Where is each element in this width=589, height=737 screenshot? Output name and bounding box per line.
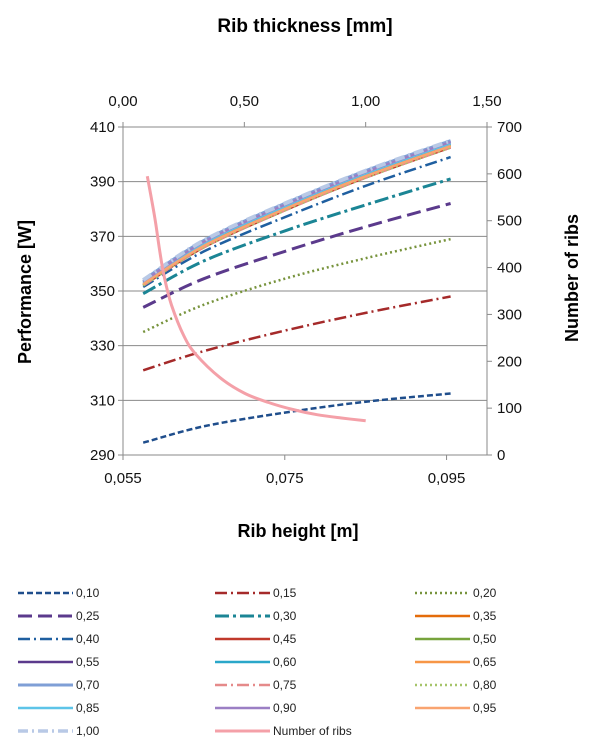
y-axis-label: Performance [W] <box>15 220 35 364</box>
y2-axis-label: Number of ribs <box>562 214 582 342</box>
legend-label: 0,65 <box>473 655 497 669</box>
y2-tick-label: 600 <box>497 166 522 183</box>
legend-label: 0,15 <box>273 586 297 600</box>
y-tick-label: 370 <box>90 228 115 245</box>
y2-tick-label: 100 <box>497 400 522 417</box>
y-tick-label: 290 <box>90 447 115 464</box>
legend-label: 0,45 <box>273 632 297 646</box>
legend-label: 0,70 <box>76 678 100 692</box>
chart-title: Rib thickness [mm] <box>217 16 392 37</box>
y-tick-label: 410 <box>90 119 115 136</box>
y-tick-label: 390 <box>90 174 115 191</box>
series-line <box>142 202 451 309</box>
x2-tick-label: 1,50 <box>472 93 501 110</box>
x-tick-label: 0,075 <box>266 470 304 487</box>
legend-label: 0,60 <box>273 655 297 669</box>
y-tick-label: 350 <box>90 283 115 300</box>
y2-tick-label: 0 <box>497 447 505 464</box>
legend-label: 0,20 <box>473 586 497 600</box>
y-tick-label: 330 <box>90 338 115 355</box>
legend-label: 0,40 <box>76 632 100 646</box>
x2-tick-label: 0,50 <box>230 93 259 110</box>
x2-tick-label: 0,00 <box>108 93 137 110</box>
y2-tick-label: 200 <box>497 353 522 370</box>
legend-label: 0,35 <box>473 609 497 623</box>
legend-label: 0,25 <box>76 609 100 623</box>
legend-label: 0,80 <box>473 678 497 692</box>
legend: 0,10 0,15 0,20 0,25 0,30 0,35 0,40 0,45 0,50 0,55… <box>18 586 497 737</box>
legend-label: 0,50 <box>473 632 497 646</box>
series-line <box>142 138 452 282</box>
series-line <box>142 392 451 444</box>
series-layer <box>142 138 452 444</box>
legend-label: Number of ribs <box>273 724 352 737</box>
x2-tick-label: 1,00 <box>351 93 380 110</box>
series-line <box>142 144 452 286</box>
series-line <box>142 295 451 372</box>
legend-label: 0,95 <box>473 701 497 715</box>
series-line <box>142 237 451 334</box>
y-tick-label: 310 <box>90 392 115 409</box>
legend-label: 1,00 <box>76 724 100 737</box>
x-tick-label: 0,055 <box>104 470 142 487</box>
legend-label: 0,75 <box>273 678 297 692</box>
axes: 290 310 330 350 370 390 410 0 100 200 300 400 500 600… <box>90 93 522 487</box>
legend-label: 0,10 <box>76 586 100 600</box>
legend-label: 0,90 <box>273 701 297 715</box>
x-tick-label: 0,095 <box>428 470 466 487</box>
y2-tick-label: 400 <box>497 260 522 277</box>
y2-tick-label: 300 <box>497 306 522 323</box>
legend-label: 0,30 <box>273 609 297 623</box>
series-line <box>145 175 366 423</box>
series-line <box>142 155 451 288</box>
y2-tick-label: 500 <box>497 213 522 230</box>
y2-tick-label: 700 <box>497 119 522 136</box>
legend-label: 0,85 <box>76 701 100 715</box>
legend-label: 0,55 <box>76 655 100 669</box>
series-line <box>142 177 452 296</box>
x-axis-label: Rib height [m] <box>238 521 359 541</box>
